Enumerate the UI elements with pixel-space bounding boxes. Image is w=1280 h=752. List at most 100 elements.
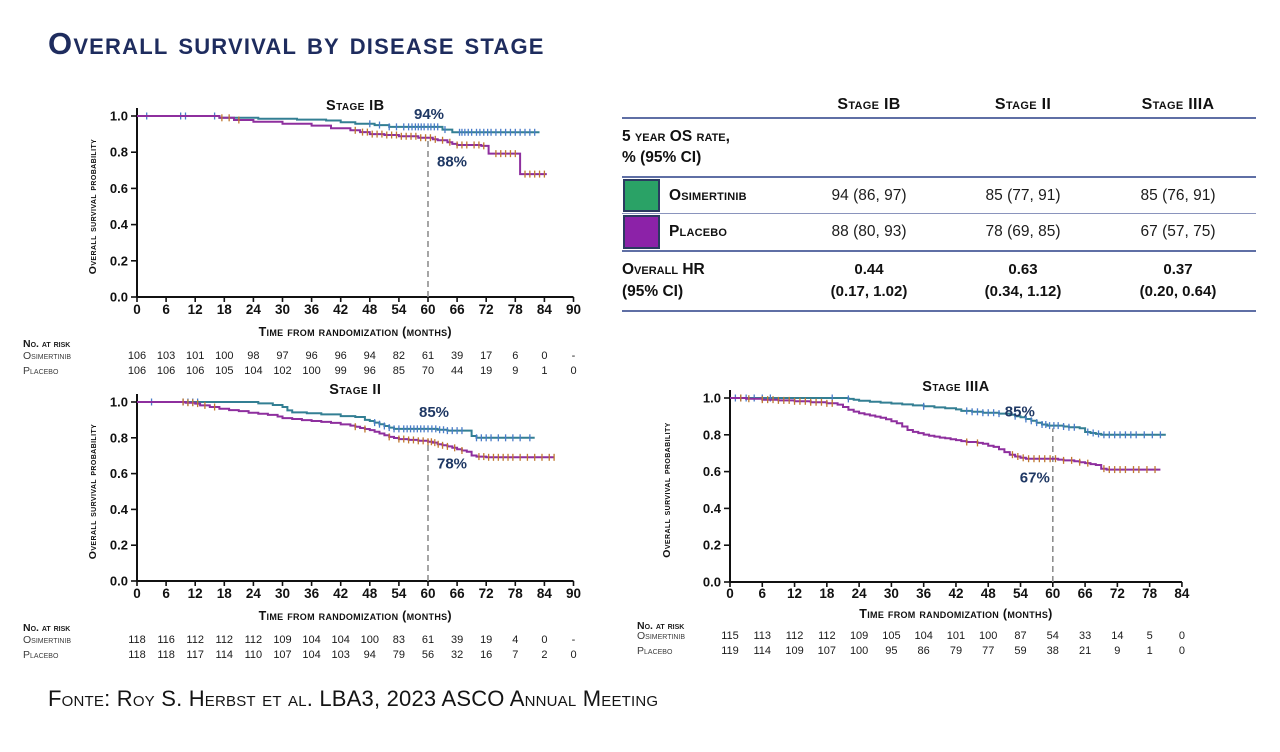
svg-text:9: 9: [512, 365, 518, 377]
svg-text:30: 30: [275, 586, 290, 601]
svg-text:2: 2: [541, 649, 547, 661]
svg-text:-: -: [572, 634, 576, 646]
svg-text:6: 6: [512, 350, 518, 362]
svg-text:0.6: 0.6: [703, 464, 721, 479]
svg-text:106: 106: [128, 350, 146, 362]
svg-text:100: 100: [302, 365, 320, 377]
svg-text:107: 107: [273, 649, 291, 661]
svg-text:0.6: 0.6: [110, 466, 128, 481]
svg-text:100: 100: [850, 645, 868, 657]
svg-text:104: 104: [302, 649, 320, 661]
svg-text:86: 86: [918, 645, 930, 657]
svg-text:19: 19: [480, 365, 492, 377]
svg-text:0: 0: [541, 634, 547, 646]
svg-text:0: 0: [726, 586, 734, 601]
svg-text:14: 14: [1111, 630, 1123, 642]
svg-text:60: 60: [420, 302, 435, 317]
svg-text:118: 118: [157, 649, 175, 661]
table-row-hazard-ratio: Overall HR (95% CI) 0.44 (0.17, 1.02) 0.…: [622, 252, 1256, 312]
svg-text:1.0: 1.0: [703, 391, 721, 406]
svg-text:0.2: 0.2: [703, 538, 721, 553]
svg-text:104: 104: [915, 630, 933, 642]
svg-text:117: 117: [186, 649, 204, 661]
svg-text:84: 84: [537, 302, 553, 317]
x-axis-label: Time from randomization (months): [259, 325, 452, 339]
svg-text:61: 61: [422, 634, 434, 646]
svg-text:107: 107: [818, 645, 836, 657]
placebo-curve: [137, 401, 555, 459]
svg-text:87: 87: [1014, 630, 1026, 642]
axes: [131, 108, 575, 302]
svg-text:104: 104: [244, 365, 262, 377]
svg-text:9: 9: [1114, 645, 1120, 657]
svg-text:78: 78: [508, 586, 524, 601]
svg-text:No. at risk: No. at risk: [23, 338, 70, 350]
svg-text:18: 18: [217, 586, 233, 601]
svg-text:No. at risk: No. at risk: [23, 622, 70, 634]
svg-text:96: 96: [305, 350, 317, 362]
svg-text:114: 114: [754, 645, 772, 657]
svg-text:103: 103: [157, 350, 175, 362]
svg-text:59: 59: [1014, 645, 1026, 657]
annotation-67%: 67%: [1020, 470, 1050, 487]
svg-text:30: 30: [884, 586, 899, 601]
km-chart-stage-iiia: Stage IIIA Overall survival probability Ti…: [637, 379, 1190, 657]
svg-text:106: 106: [128, 365, 146, 377]
svg-text:1.0: 1.0: [110, 109, 128, 124]
svg-text:100: 100: [361, 634, 379, 646]
svg-text:100: 100: [979, 630, 997, 642]
svg-text:39: 39: [451, 634, 463, 646]
osimertinib-curve: [730, 397, 1166, 436]
svg-text:0.8: 0.8: [110, 145, 128, 160]
svg-text:44: 44: [451, 365, 463, 377]
axes: [131, 394, 575, 586]
svg-text:112: 112: [186, 634, 204, 646]
svg-text:1.0: 1.0: [110, 395, 128, 410]
svg-text:66: 66: [450, 586, 466, 601]
col-header-stage-ii: Stage II: [994, 96, 1052, 113]
svg-text:42: 42: [333, 586, 348, 601]
y-axis-label: Overall survival probability: [661, 422, 673, 557]
svg-text:100: 100: [215, 350, 233, 362]
svg-text:70: 70: [422, 365, 434, 377]
svg-text:0: 0: [570, 365, 576, 377]
svg-text:24: 24: [246, 586, 262, 601]
svg-text:16: 16: [480, 649, 492, 661]
osi-stage-ib-value: 94 (86, 97): [831, 186, 907, 204]
hr-label: Overall HR (95% CI): [622, 261, 705, 300]
svg-text:82: 82: [393, 350, 405, 362]
svg-text:0.4: 0.4: [110, 217, 129, 232]
pl-stage-iiia-value: 67 (57, 75): [1140, 223, 1216, 240]
svg-text:54: 54: [1013, 586, 1029, 601]
svg-text:-: -: [572, 350, 576, 362]
placebo-label: Placebo: [669, 223, 728, 240]
svg-text:114: 114: [216, 649, 234, 661]
svg-text:38: 38: [1047, 645, 1059, 657]
svg-text:6: 6: [162, 586, 170, 601]
svg-text:79: 79: [950, 645, 962, 657]
svg-text:106: 106: [157, 365, 175, 377]
svg-text:109: 109: [785, 645, 803, 657]
svg-text:0: 0: [133, 302, 141, 317]
svg-text:118: 118: [128, 634, 146, 646]
svg-text:102: 102: [273, 365, 291, 377]
km-chart-stage-ii: Stage II Overall survival probability Time…: [23, 382, 581, 661]
svg-text:101: 101: [186, 350, 204, 362]
svg-text:109: 109: [850, 630, 868, 642]
svg-text:105: 105: [215, 365, 233, 377]
svg-text:66: 66: [1078, 586, 1094, 601]
svg-text:Placebo: Placebo: [637, 645, 673, 657]
osimertinib-censor-marks: [146, 112, 536, 136]
osimertinib-color-swatch: [623, 179, 660, 212]
svg-text:0: 0: [1179, 630, 1185, 642]
placebo-curve: [137, 115, 547, 176]
osimertinib-curve: [137, 115, 540, 134]
svg-text:110: 110: [245, 649, 263, 661]
svg-text:95: 95: [885, 645, 897, 657]
svg-text:33: 33: [1079, 630, 1091, 642]
col-header-stage-ib: Stage IB: [837, 96, 901, 113]
svg-text:113: 113: [754, 630, 772, 642]
svg-text:96: 96: [335, 350, 347, 362]
svg-text:6: 6: [759, 586, 767, 601]
